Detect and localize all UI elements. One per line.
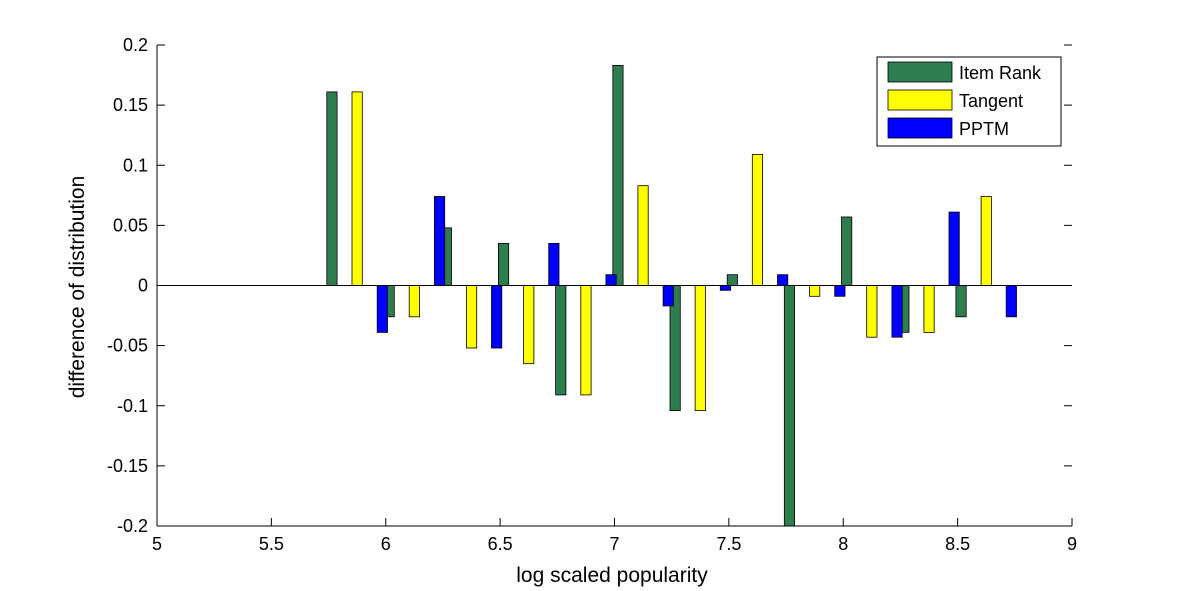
bar-tangent-9 <box>809 285 821 297</box>
x-tick-label: 8.5 <box>945 534 970 554</box>
y-tick-label: -0.05 <box>107 336 148 356</box>
legend-swatch <box>887 117 953 139</box>
bar-item-rank-10 <box>841 216 853 286</box>
bar-pptm-3 <box>491 285 503 349</box>
bar-tangent-4 <box>523 285 535 365</box>
bar-item-rank-5 <box>555 285 567 396</box>
bar-item-rank-9 <box>783 285 795 527</box>
bar-tangent-8 <box>751 153 763 286</box>
bar-tangent-1 <box>351 91 363 286</box>
legend-label: Tangent <box>959 91 1023 111</box>
bar-item-rank-8 <box>726 274 738 286</box>
y-tick-label: 0.15 <box>113 95 148 115</box>
bar-tangent-7 <box>694 285 706 411</box>
legend: Item Rank Tangent PPTM <box>876 56 1062 147</box>
legend-swatch <box>887 89 953 111</box>
bar-pptm-12 <box>1005 285 1017 318</box>
bar-pptm-10 <box>891 285 903 338</box>
bar-pptm-9 <box>834 285 846 297</box>
bar-tangent-10 <box>866 285 878 338</box>
legend-label: Item Rank <box>959 63 1042 83</box>
y-tick-label: -0.15 <box>107 456 148 476</box>
bar-item-rank-4 <box>497 242 510 286</box>
bar-tangent-6 <box>637 185 649 286</box>
y-tick-label: 0.2 <box>123 35 148 55</box>
legend-label: PPTM <box>959 119 1009 139</box>
x-tick-label: 6.5 <box>488 534 513 554</box>
bar-tangent-3 <box>465 285 478 349</box>
x-axis-title: log scaled popularity <box>516 564 708 587</box>
bar-pptm-7 <box>719 285 731 291</box>
bar-pptm-2 <box>433 196 446 286</box>
bar-pptm-4 <box>548 242 560 286</box>
x-tick-label: 9 <box>1067 534 1077 554</box>
bar-pptm-1 <box>376 285 388 333</box>
x-tick-label: 7.5 <box>716 534 741 554</box>
x-tick-label: 5.5 <box>259 534 284 554</box>
x-tick-label: 6 <box>381 534 391 554</box>
x-tick-label: 8 <box>838 534 848 554</box>
x-tick-label: 5 <box>152 534 162 554</box>
bar-pptm-11 <box>948 211 960 286</box>
bar-tangent-11 <box>923 285 935 333</box>
bar-pptm-8 <box>777 274 789 286</box>
y-tick-label: 0.05 <box>113 215 148 235</box>
bar-item-rank-12 <box>955 285 967 318</box>
bar-item-rank-1 <box>326 91 338 286</box>
x-tick-label: 7 <box>609 534 619 554</box>
bar-tangent-12 <box>980 196 992 286</box>
legend-swatch <box>887 61 953 83</box>
y-tick-label: -0.1 <box>117 396 148 416</box>
bar-tangent-2 <box>408 285 420 318</box>
y-tick-label: 0.1 <box>123 155 148 175</box>
y-tick-label: -0.2 <box>117 516 148 536</box>
bar-pptm-5 <box>605 274 617 286</box>
bar-tangent-5 <box>580 285 592 396</box>
y-tick-label: 0 <box>138 276 148 296</box>
bar-pptm-6 <box>662 285 674 307</box>
y-ticks: -0.2 -0.15 -0.1 -0.05 0 0.05 0.1 0.15 0.2 <box>107 35 1072 536</box>
bar-item-rank-6 <box>612 65 624 286</box>
y-axis-title: difference of distribution <box>66 176 89 399</box>
x-ticks: 5 5.5 6 6.5 7 7.5 8 8.5 9 <box>152 518 1077 554</box>
bars-group <box>326 65 1017 527</box>
